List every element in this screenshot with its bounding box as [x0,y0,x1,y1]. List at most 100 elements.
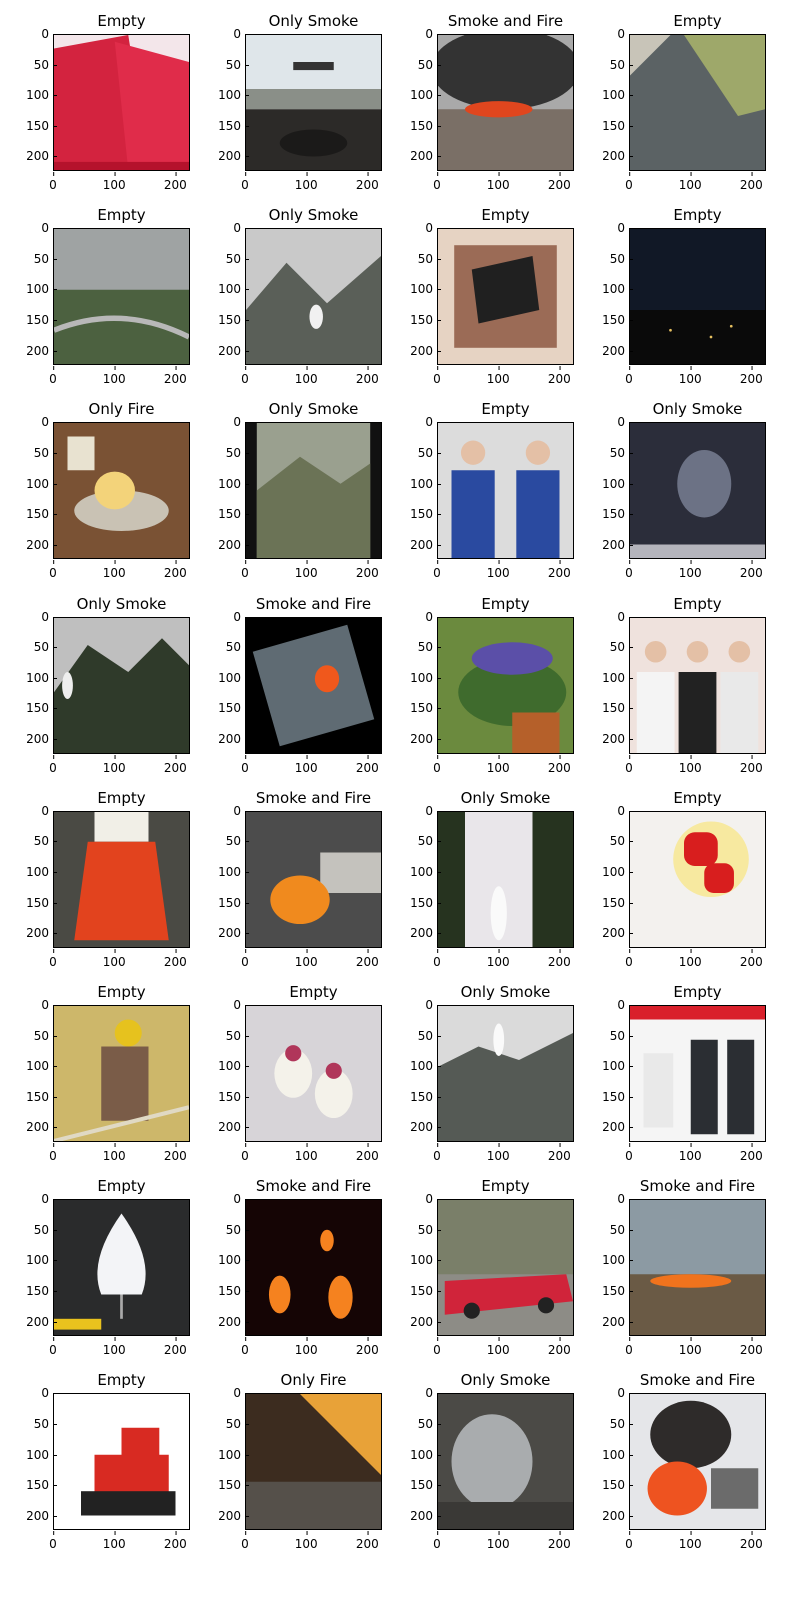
y-tick-label: 0 [233,609,249,624]
y-tick-label: 50 [609,834,634,849]
y-tick-label: 100 [26,1253,57,1268]
y-tick-label: 50 [33,1028,58,1043]
y-tick-label: 100 [602,1253,633,1268]
y-tick-label: 0 [425,27,441,41]
y-tick-label: 150 [26,701,57,716]
x-tick-label: 100 [678,1531,702,1552]
y-tick-label: 150 [410,895,441,910]
panel-image [53,1199,190,1337]
y-tick-label: 50 [33,1222,58,1237]
y-tick-label: 150 [410,1089,441,1104]
x-tick-label: 0 [433,754,441,775]
y-tick-label: 150 [410,1283,441,1298]
image-panel: Empty 0 50 100 150 200 0 100 200 [192,983,382,1169]
x-tick-label: 0 [433,948,441,969]
x-tick-label: 0 [625,560,633,581]
y-tick-label: 50 [225,1416,250,1431]
y-tick-label: 150 [602,312,633,327]
y-tick-label: 0 [41,415,57,430]
image-panel: Smoke and Fire 0 50 100 150 200 0 100 200 [192,595,382,781]
y-tick-label: 150 [218,118,249,133]
y-tick-label: 150 [26,507,57,522]
y-tick-label: 200 [602,1314,633,1329]
x-tick-label: 0 [625,1143,633,1163]
y-tick-label: 200 [218,1508,249,1523]
x-tick-label: 100 [294,948,318,969]
y-tick-label: 100 [218,1253,249,1268]
image-panel: Empty 0 50 100 150 200 0 100 200 [0,983,190,1169]
panel-title: Smoke and Fire [255,594,372,613]
y-tick-label: 0 [41,803,57,818]
x-tick-label: 200 [163,1143,187,1163]
x-tick-label: 200 [739,948,763,969]
y-tick-label: 100 [410,282,441,297]
y-tick-label: 0 [425,221,441,236]
y-tick-label: 100 [218,1447,249,1462]
image-panel: Empty 0 50 100 150 200 0 100 200 [384,1177,574,1363]
x-tick-label: 100 [678,948,702,969]
panel-image [245,1199,382,1337]
image-panel: Only Fire 0 50 100 150 200 0 100 200 [192,1371,382,1557]
y-tick-label: 0 [233,27,249,41]
y-tick-label: 100 [26,1447,57,1462]
y-tick-label: 0 [617,221,633,236]
y-tick-label: 50 [609,445,634,460]
panel-title: Empty [97,12,146,30]
image-panel: Empty 0 50 100 150 200 0 100 200 [576,12,766,198]
x-tick-label: 200 [163,948,187,969]
y-tick-label: 200 [410,149,441,164]
y-tick-label: 100 [26,1059,57,1074]
panel-title: Empty [673,206,722,225]
y-tick-label: 200 [26,343,57,358]
x-tick-label: 200 [739,172,763,192]
y-tick-label: 0 [41,221,57,236]
y-tick-label: 200 [26,926,57,941]
y-tick-label: 50 [609,1028,634,1043]
y-tick-label: 50 [609,1222,634,1237]
y-tick-label: 50 [609,640,634,655]
y-tick-label: 100 [602,1447,633,1462]
y-tick-label: 200 [26,731,57,746]
y-tick-label: 100 [410,1253,441,1268]
x-tick-label: 100 [294,1143,318,1163]
x-tick-label: 100 [294,366,318,387]
panel-image [437,1393,574,1531]
panel-image [629,228,766,366]
x-tick-label: 200 [739,754,763,775]
x-tick-label: 100 [294,754,318,775]
image-panel: Only Smoke 0 50 100 150 200 0 100 200 [192,12,382,198]
y-tick-label: 150 [218,1478,249,1493]
y-tick-label: 150 [602,1478,633,1493]
x-tick-label: 100 [678,172,702,192]
y-tick-label: 150 [410,1478,441,1493]
y-tick-label: 200 [602,731,633,746]
y-tick-label: 0 [41,1192,57,1207]
image-panel: Empty 0 50 100 150 200 0 100 200 [384,206,574,392]
panel-title: Smoke and Fire [255,788,372,807]
y-tick-label: 200 [218,149,249,164]
image-panel: Empty 0 50 100 150 200 0 100 200 [576,789,766,975]
x-tick-label: 0 [49,1337,57,1358]
x-tick-label: 0 [241,560,249,581]
x-tick-label: 200 [547,172,571,192]
y-tick-label: 150 [26,118,57,133]
image-panel: Empty 0 50 100 150 200 0 100 200 [576,206,766,392]
x-tick-label: 200 [739,366,763,387]
x-tick-label: 200 [355,1143,379,1163]
x-tick-label: 200 [547,366,571,387]
x-tick-label: 0 [625,172,633,192]
panel-image [53,616,190,754]
y-tick-label: 100 [218,476,249,491]
y-tick-label: 50 [609,57,634,72]
image-panel: Only Smoke 0 50 100 150 200 0 100 200 [384,1371,574,1557]
panel-title: Empty [673,983,722,1001]
y-tick-label: 150 [26,1089,57,1104]
panel-title: Smoke and Fire [639,1177,756,1196]
x-tick-label: 200 [355,560,379,581]
y-tick-label: 200 [218,343,249,358]
y-tick-label: 0 [425,1386,441,1401]
y-tick-label: 0 [41,27,57,41]
y-tick-label: 150 [410,118,441,133]
image-panel: Empty 0 50 100 150 200 0 100 200 [384,595,574,781]
x-tick-label: 100 [486,1337,510,1358]
